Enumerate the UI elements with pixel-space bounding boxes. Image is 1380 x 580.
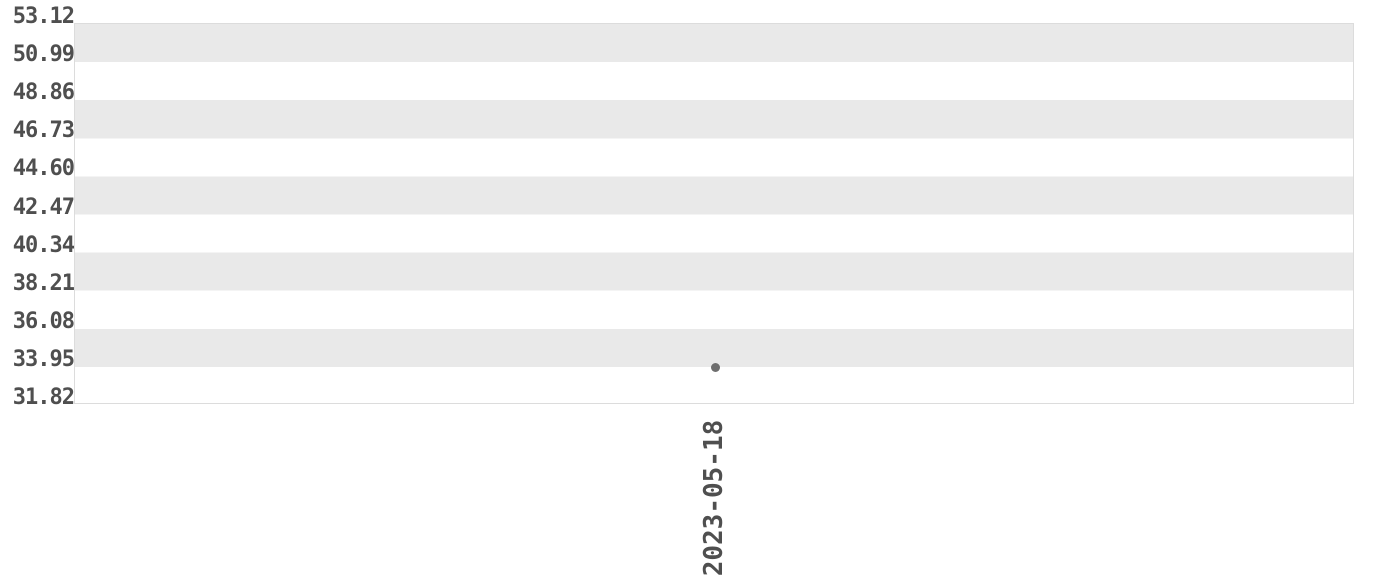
y-tick-label: 46.73: [12, 118, 75, 144]
y-tick-label: 38.21: [12, 270, 75, 296]
y-tick-label: 33.95: [12, 346, 75, 372]
x-tick-label: 2023-05-18: [699, 419, 729, 577]
y-tick-label: 44.60: [12, 156, 75, 182]
y-tick-label: 42.47: [12, 194, 75, 220]
y-tick-label: 50.99: [12, 42, 75, 68]
x-axis: 2023-05-18: [74, 404, 1354, 580]
y-axis: 53.12 50.99 48.86 46.73 44.60 42.47 40.3…: [0, 0, 76, 440]
y-tick-label: 48.86: [12, 80, 75, 106]
y-tick-label: 40.34: [12, 232, 75, 258]
data-point[interactable]: [711, 363, 720, 372]
plot-area: [74, 23, 1354, 404]
y-tick-label: 53.12: [12, 4, 75, 29]
y-tick-label: 31.82: [12, 385, 75, 410]
y-tick-label: 36.08: [12, 308, 75, 334]
